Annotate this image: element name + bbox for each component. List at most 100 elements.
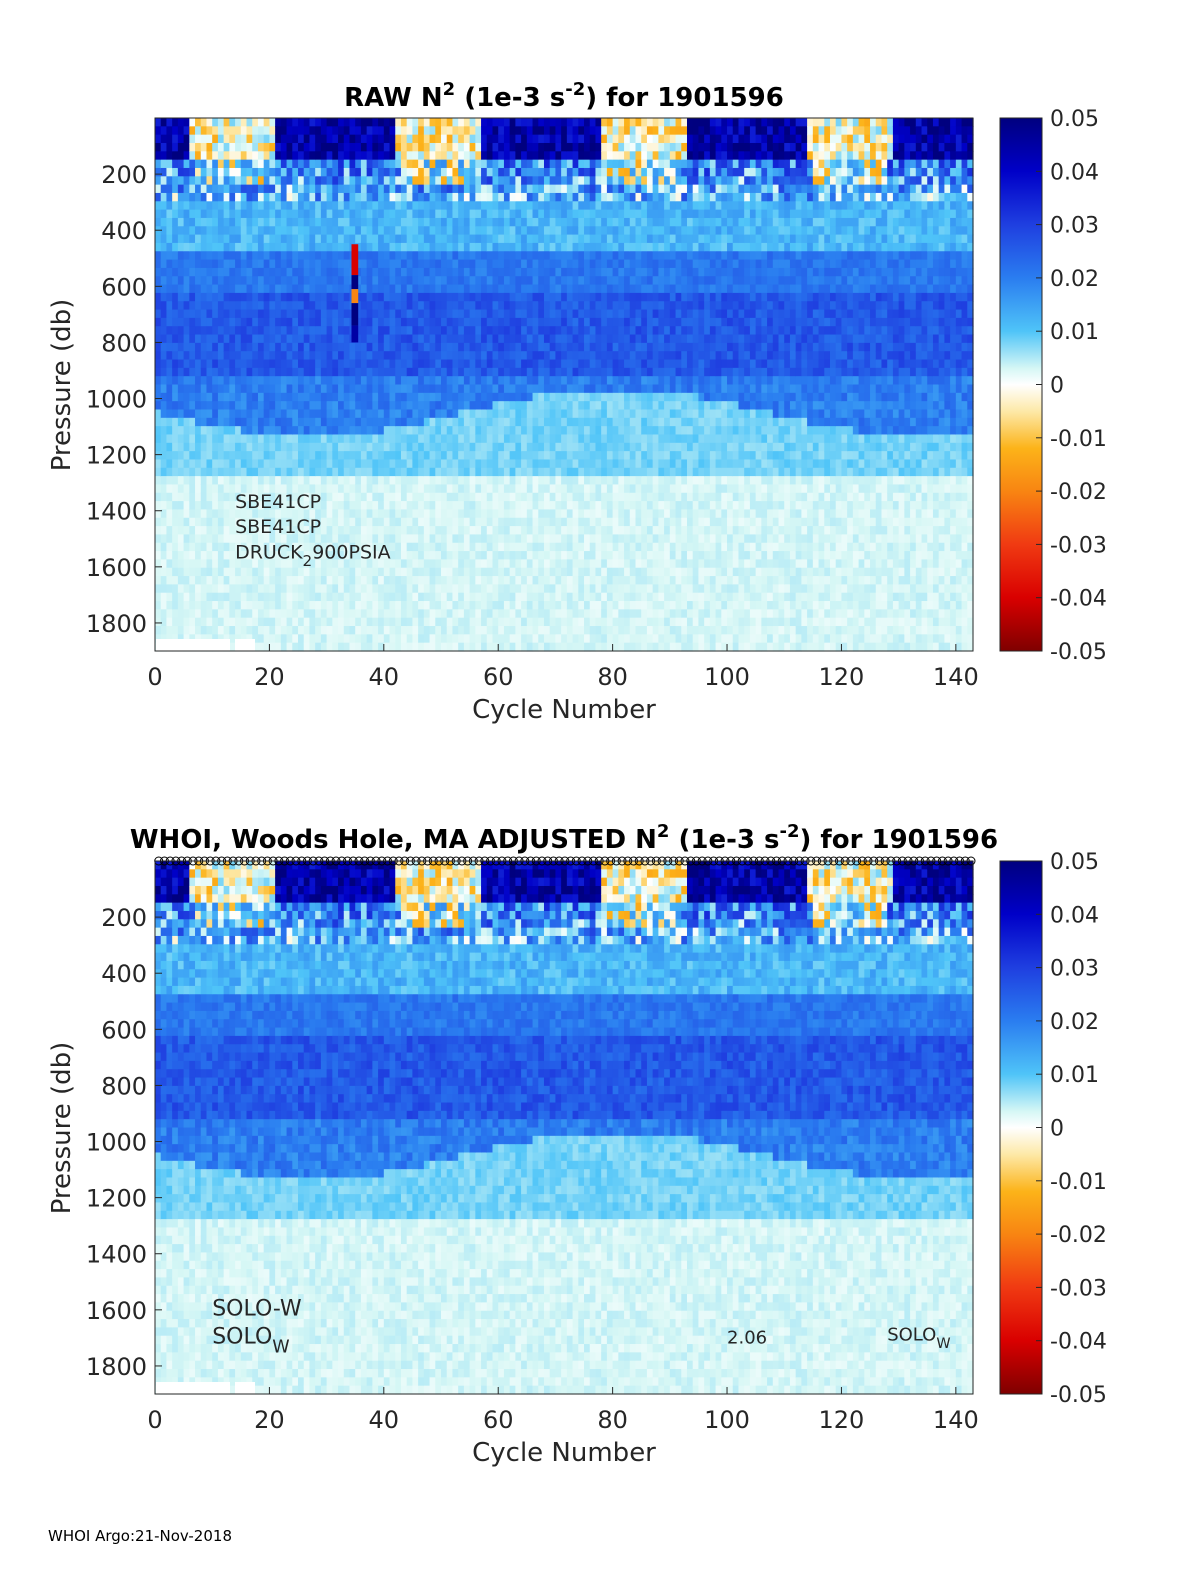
heatmap-cell [355, 292, 362, 302]
heatmap-cell [195, 609, 202, 619]
heatmap-cell [240, 534, 248, 544]
heatmap-cell [521, 601, 528, 610]
heatmap-cell [355, 317, 362, 327]
heatmap-cell [155, 526, 162, 536]
heatmap-cell [486, 609, 494, 619]
heatmap-cell [498, 359, 505, 369]
heatmap-cell [423, 426, 431, 436]
heatmap-cell [189, 426, 196, 436]
heatmap-cell [315, 551, 322, 560]
heatmap-cell [292, 292, 299, 302]
heatmap-cell [584, 359, 591, 369]
heatmap-cell [252, 509, 259, 519]
heatmap-cell [372, 292, 379, 302]
heatmap-cell [263, 509, 271, 519]
heatmap-cell [372, 301, 379, 311]
heatmap-cell [235, 384, 242, 394]
heatmap-cell [492, 242, 499, 252]
heatmap-cell [229, 392, 236, 402]
heatmap-cell [441, 209, 448, 219]
heatmap-cell [532, 217, 539, 227]
heatmap-cell [469, 442, 476, 452]
heatmap-cell [235, 409, 242, 419]
heatmap-cell [263, 118, 271, 127]
heatmap-cell [595, 201, 602, 211]
heatmap-cell [435, 309, 442, 319]
heatmap-cell [584, 242, 591, 252]
heatmap-cell [492, 584, 499, 594]
heatmap-cell [383, 426, 391, 436]
heatmap-cell [463, 426, 471, 436]
heatmap-cell [172, 284, 179, 294]
heatmap-cell [355, 476, 362, 486]
heatmap-cell [515, 626, 522, 635]
heatmap-cell [177, 426, 185, 436]
heatmap-cell [212, 534, 219, 544]
heatmap-cell [389, 601, 396, 610]
heatmap-cell [406, 434, 414, 444]
heatmap-cell [166, 134, 173, 144]
heatmap-cell [406, 309, 414, 319]
heatmap-cell [515, 601, 522, 610]
heatmap-cell [561, 118, 568, 127]
heatmap-cell [303, 351, 311, 361]
heatmap-cell [429, 134, 436, 144]
heatmap-cell [475, 459, 482, 469]
heatmap-cell [498, 584, 505, 594]
heatmap-cell [383, 601, 391, 610]
heatmap-cell [298, 392, 305, 402]
heatmap-cell [338, 167, 345, 177]
heatmap-cell [435, 234, 442, 244]
heatmap-cell [292, 376, 299, 386]
heatmap-cell [561, 326, 568, 336]
heatmap-cell [332, 526, 339, 536]
heatmap-cell [441, 342, 448, 352]
heatmap-cell [303, 401, 311, 411]
heatmap-cell [412, 251, 419, 261]
heatmap-cell [309, 534, 316, 544]
heatmap-cell [383, 476, 391, 486]
heatmap-cell [446, 367, 454, 377]
heatmap-cell [212, 226, 219, 236]
heatmap-cell [195, 426, 202, 436]
heatmap-cell [572, 351, 579, 361]
heatmap-cell [200, 517, 208, 527]
heatmap-cell [280, 534, 288, 544]
heatmap-cell [469, 409, 476, 419]
heatmap-cell [343, 484, 351, 494]
heatmap-cell [463, 192, 471, 202]
heatmap-cell [549, 167, 557, 177]
heatmap-cell [389, 376, 396, 386]
heatmap-cell [303, 276, 311, 286]
heatmap-cell [521, 392, 528, 402]
heatmap-cell [395, 309, 402, 319]
heatmap-cell [309, 617, 316, 627]
heatmap-cell [292, 559, 299, 569]
heatmap-cell [515, 334, 522, 344]
heatmap-cell [383, 176, 391, 186]
heatmap-cell [412, 626, 419, 635]
heatmap-cell [292, 501, 299, 511]
heatmap-cell [200, 476, 208, 486]
heatmap-cell [406, 584, 414, 594]
heatmap-cell [206, 567, 213, 577]
heatmap-cell [217, 134, 225, 144]
heatmap-cell [526, 459, 534, 469]
heatmap-cell [498, 576, 505, 585]
heatmap-cell [492, 434, 499, 444]
heatmap-cell [406, 609, 414, 619]
heatmap-cell [543, 359, 551, 369]
heatmap-cell [395, 551, 402, 560]
heatmap-cell [309, 184, 316, 194]
heatmap-cell [418, 551, 425, 560]
heatmap-cell [160, 142, 168, 152]
heatmap-cell [395, 192, 402, 202]
heatmap-cell [315, 284, 322, 294]
heatmap-cell [166, 226, 173, 236]
heatmap-cell [543, 351, 551, 361]
heatmap-cell [395, 217, 402, 227]
heatmap-cell [543, 192, 551, 202]
heatmap-cell [183, 159, 190, 169]
heatmap-cell [172, 501, 179, 511]
heatmap-cell [366, 251, 373, 261]
